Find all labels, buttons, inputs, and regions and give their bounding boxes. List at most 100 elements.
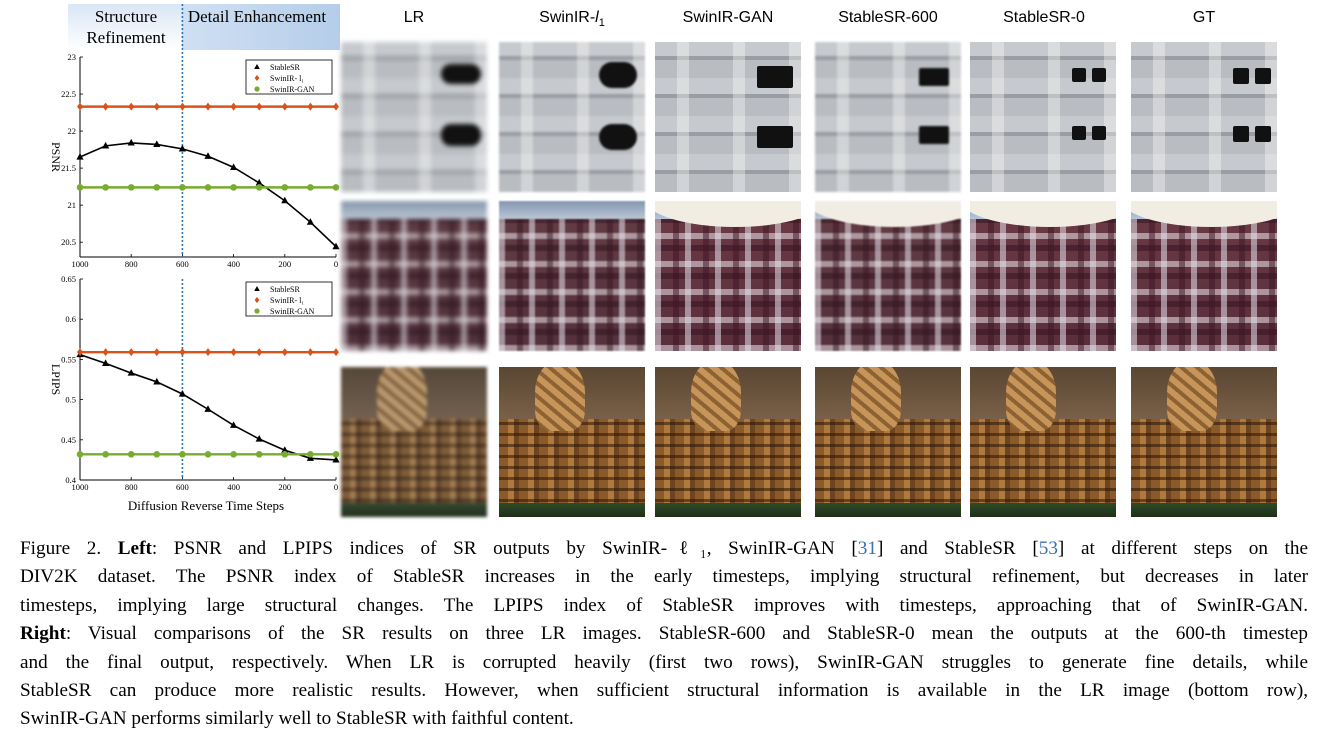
caption-line: and the final output, respectively. When…: [20, 651, 1308, 673]
psnr-point-swinir-l1: [205, 102, 211, 111]
shirt-lr-image: [341, 201, 487, 351]
building-gt-image: [1131, 42, 1277, 192]
lpips-x-tick-label: 1000: [72, 482, 89, 492]
x-axis-label: Diffusion Reverse Time Steps: [128, 498, 284, 513]
psnr-lpips-plots: 20.5 21 21.5 22 22.5 23 1000 800 600 400 200 0 PSNR S…: [49, 4, 340, 513]
lpips-point-stablesr: [127, 369, 135, 376]
shirt-swinir-gan-image: [655, 201, 801, 351]
detail-enhancement-band: [182, 4, 340, 50]
building-lr-image: [341, 42, 487, 192]
lpips-point-swinir-gan: [76, 450, 84, 458]
psnr-legend: [245, 59, 333, 95]
psnr-point-swinir-gan: [281, 184, 289, 191]
psnr-y-tick-label: 20.5: [61, 237, 76, 247]
shirt-stablesr-0-image: [970, 201, 1116, 351]
lpips-y-tick-label: 0.65: [61, 274, 76, 284]
psnr-y-axis-label: PSNR: [49, 142, 63, 172]
lpips-point-swinir-gan: [281, 450, 289, 458]
psnr-point-swinir-l1: [281, 102, 288, 111]
lpips-legend: [245, 281, 333, 317]
lpips-point-stablesr: [204, 405, 212, 412]
lpips-y-tick-label: 0.4: [65, 475, 76, 485]
citation-link[interactable]: 31: [857, 538, 877, 559]
building-stablesr-0-image: [970, 42, 1116, 192]
psnr-legend-label-stablesr: StableSR: [270, 63, 300, 72]
psnr-legend-label-swinir-gan: SwinIR-GAN: [270, 85, 315, 94]
caption-line: StableSR can produce more realistic resu…: [20, 680, 1308, 702]
lpips-y-axis-label: LPIPS: [49, 364, 63, 395]
lpips-point-swinir-gan: [179, 450, 186, 458]
lpips-y-tick-label: 0.5: [65, 395, 76, 405]
psnr-y-tick-label: 22: [68, 126, 77, 136]
psnr-point-swinir-l1: [102, 102, 109, 111]
lpips-legend-label-swinir-gan: SwinIR-GAN: [270, 307, 315, 316]
caption-line: Figure 2. Left: PSNR and LPIPS indices o…: [20, 538, 1308, 559]
lpips-point-stablesr: [102, 359, 110, 367]
lpips-point-swinir-l1: [256, 348, 263, 357]
psnr-legend-marker-swinir-l1: [254, 75, 260, 81]
lpips-point-swinir-gan: [102, 450, 109, 458]
lpips-point-swinir-gan: [307, 450, 314, 458]
psnr-x-tick-label: 400: [227, 259, 240, 269]
shirt-gt-image: [1131, 201, 1277, 351]
lpips-legend-label-swinir-l1: SwinIR- l₁: [270, 296, 304, 305]
psnr-x-tick-label: 800: [125, 259, 138, 269]
psnr-point-swinir-l1: [179, 102, 186, 111]
lpips-point-swinir-gan: [153, 450, 161, 458]
psnr-point-stablesr: [76, 153, 84, 160]
psnr-point-stablesr: [332, 242, 340, 250]
lpips-point-stablesr: [178, 389, 186, 397]
lpips-point-swinir-l1: [281, 348, 288, 357]
psnr-point-stablesr: [153, 140, 161, 148]
caption-line: Right: Visual comparisons of the SR resu…: [20, 623, 1308, 645]
psnr-x-tick-label: 600: [176, 259, 189, 269]
psnr-point-stablesr: [306, 218, 314, 225]
lpips-point-swinir-gan: [255, 450, 263, 458]
psnr-point-swinir-gan: [307, 184, 314, 191]
lpips-point-stablesr: [306, 454, 314, 461]
psnr-point-swinir-l1: [307, 102, 314, 111]
lpips-point-swinir-l1: [179, 348, 186, 357]
lpips-y-tick-label: 0.6: [65, 314, 76, 324]
lpips-point-swinir-l1: [77, 348, 83, 357]
psnr-point-swinir-l1: [153, 102, 160, 111]
lpips-point-stablesr: [230, 421, 238, 428]
psnr-point-swinir-gan: [230, 184, 237, 191]
psnr-point-stablesr: [102, 141, 110, 149]
psnr-point-swinir-l1: [333, 102, 339, 111]
psnr-point-stablesr: [127, 138, 135, 146]
psnr-legend-label-swinir-l1: SwinIR- l₁: [270, 74, 304, 83]
psnr-point-swinir-l1: [77, 102, 83, 111]
psnr-point-stablesr: [281, 196, 289, 204]
psnr-point-stablesr: [255, 178, 263, 186]
lpips-point-stablesr: [255, 434, 263, 442]
structure-refinement-band: [68, 4, 182, 50]
lpips-point-stablesr: [332, 455, 340, 463]
psnr-y-tick-label: 21: [68, 200, 77, 210]
psnr-point-swinir-gan: [255, 184, 263, 191]
column-header-stablesr-600: StableSR-600: [838, 9, 938, 26]
caption-line: DIV2K dataset. The PSNR index of StableS…: [20, 566, 1308, 588]
column-header-swinir-gan: SwinIR-GAN: [682, 9, 774, 26]
psnr-point-swinir-l1: [256, 102, 263, 111]
lpips-point-swinir-l1: [102, 348, 109, 357]
citation-link[interactable]: 53: [1038, 538, 1058, 559]
column-header-gt: GT: [1192, 9, 1216, 26]
lpips-point-swinir-l1: [205, 348, 211, 357]
caption-line: timesteps, implying large structural cha…: [20, 594, 1308, 616]
lpips-x-tick-label: 400: [227, 482, 240, 492]
basket-gt-image: [1131, 367, 1277, 517]
psnr-point-swinir-gan: [76, 184, 84, 191]
basket-swinir-l1-image: [499, 367, 645, 517]
psnr-point-stablesr: [204, 152, 212, 159]
psnr-point-stablesr: [178, 144, 186, 152]
figure-caption: Figure 2. Left: PSNR and LPIPS indices o…: [20, 535, 1308, 734]
lpips-y-tick-label: 0.45: [61, 435, 76, 445]
lpips-legend-marker-stablesr: [254, 286, 260, 291]
psnr-point-swinir-gan: [332, 184, 340, 191]
structure-refinement-label: Structure Refinement: [86, 7, 166, 47]
psnr-legend-marker-swinir-gan: [254, 86, 260, 92]
column-header-stablesr-0: StableSR-0: [1003, 9, 1085, 26]
lpips-point-stablesr: [153, 377, 161, 385]
psnr-point-swinir-l1: [230, 102, 237, 111]
